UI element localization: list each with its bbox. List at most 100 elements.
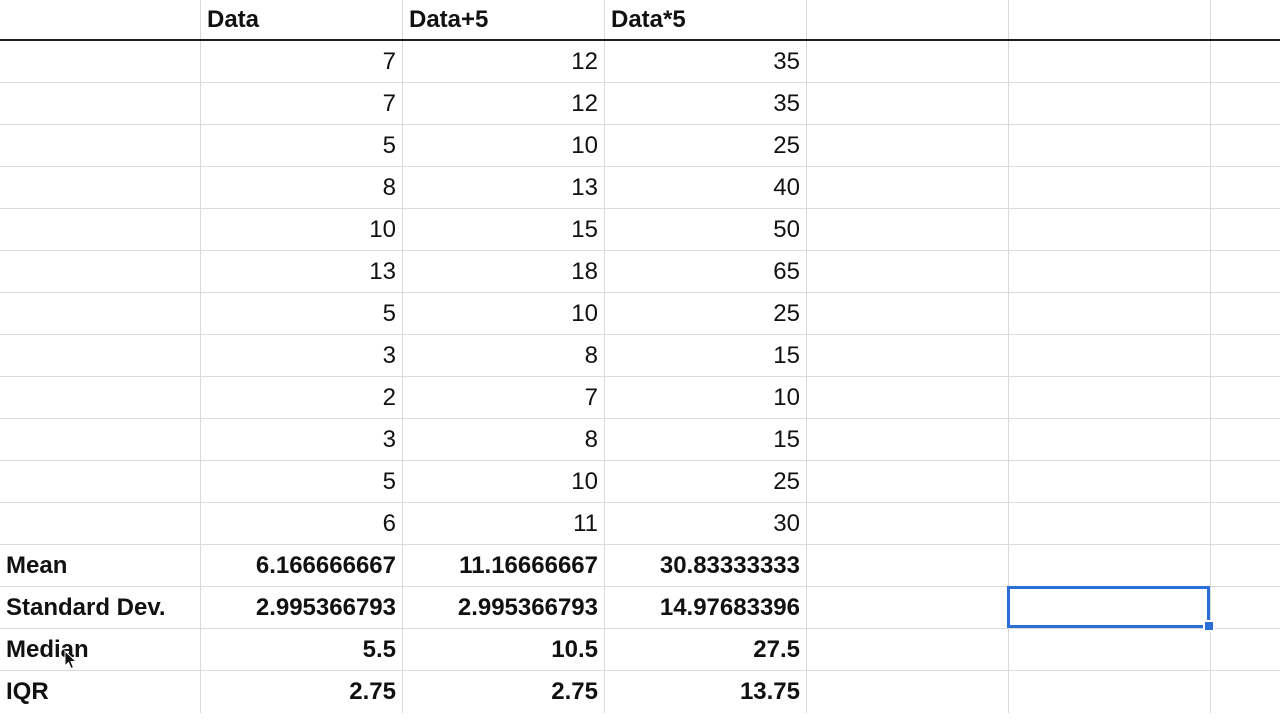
row-label-cell[interactable] [0,83,201,124]
stat-value-data[interactable]: 5.5 [201,629,403,670]
data-cell[interactable]: 7 [201,83,403,124]
data-times-5-cell[interactable]: 15 [605,419,807,460]
row-label-cell[interactable] [0,251,201,292]
empty-cell[interactable] [1211,461,1280,502]
header-cell-data-plus-5[interactable]: Data+5 [403,0,605,39]
empty-cell[interactable] [1211,209,1280,250]
empty-cell[interactable] [1009,335,1211,376]
selected-cell[interactable] [1009,587,1211,628]
empty-cell[interactable] [807,461,1009,502]
empty-cell[interactable] [807,83,1009,124]
data-cell[interactable]: 5 [201,293,403,334]
empty-cell[interactable] [807,251,1009,292]
stat-value-data[interactable]: 6.166666667 [201,545,403,586]
empty-cell[interactable] [1009,83,1211,124]
stat-value-data[interactable]: 2.75 [201,671,403,713]
empty-cell[interactable] [1009,293,1211,334]
data-plus-5-cell[interactable]: 15 [403,209,605,250]
empty-cell[interactable] [807,419,1009,460]
data-times-5-cell[interactable]: 50 [605,209,807,250]
row-label-cell[interactable] [0,503,201,544]
data-times-5-cell[interactable]: 25 [605,293,807,334]
data-times-5-cell[interactable]: 15 [605,335,807,376]
data-plus-5-cell[interactable]: 8 [403,419,605,460]
empty-cell[interactable] [1211,671,1280,713]
stat-label-mean[interactable]: Mean [0,545,201,586]
data-cell[interactable]: 3 [201,335,403,376]
row-label-cell[interactable] [0,209,201,250]
data-cell[interactable]: 13 [201,251,403,292]
empty-cell[interactable] [1211,419,1280,460]
empty-cell[interactable] [1211,251,1280,292]
empty-cell[interactable] [807,335,1009,376]
empty-cell[interactable] [1211,587,1280,628]
empty-cell[interactable] [807,167,1009,208]
empty-cell[interactable] [1009,377,1211,418]
data-times-5-cell[interactable]: 25 [605,125,807,166]
header-cell-data-times-5[interactable]: Data*5 [605,0,807,39]
empty-cell[interactable] [1009,419,1211,460]
data-times-5-cell[interactable]: 35 [605,41,807,82]
data-plus-5-cell[interactable]: 10 [403,461,605,502]
data-cell[interactable]: 5 [201,461,403,502]
fill-handle[interactable] [1203,620,1215,632]
empty-cell[interactable] [807,125,1009,166]
data-plus-5-cell[interactable]: 11 [403,503,605,544]
empty-cell[interactable] [1211,83,1280,124]
row-label-cell[interactable] [0,41,201,82]
empty-cell[interactable] [807,41,1009,82]
empty-cell[interactable] [1211,41,1280,82]
data-plus-5-cell[interactable]: 10 [403,293,605,334]
row-label-cell[interactable] [0,293,201,334]
empty-cell[interactable] [1211,545,1280,586]
empty-cell[interactable] [1009,545,1211,586]
stat-value-data-plus-5[interactable]: 11.16666667 [403,545,605,586]
stat-value-data-times-5[interactable]: 30.83333333 [605,545,807,586]
header-cell-a[interactable] [0,0,201,39]
data-times-5-cell[interactable]: 10 [605,377,807,418]
empty-cell[interactable] [1009,41,1211,82]
row-label-cell[interactable] [0,167,201,208]
empty-cell[interactable] [1009,461,1211,502]
empty-cell[interactable] [807,503,1009,544]
empty-cell[interactable] [1211,167,1280,208]
data-times-5-cell[interactable]: 35 [605,83,807,124]
empty-cell[interactable] [1211,293,1280,334]
empty-cell[interactable] [1009,167,1211,208]
empty-cell[interactable] [1009,251,1211,292]
empty-cell[interactable] [1211,503,1280,544]
stat-value-data-times-5[interactable]: 27.5 [605,629,807,670]
empty-cell[interactable] [1211,629,1280,670]
stat-label-standard-dev[interactable]: Standard Dev. [0,587,201,628]
empty-cell[interactable] [1009,209,1211,250]
header-cell-f[interactable] [1009,0,1211,39]
data-plus-5-cell[interactable]: 12 [403,41,605,82]
empty-cell[interactable] [807,545,1009,586]
row-label-cell[interactable] [0,461,201,502]
data-times-5-cell[interactable]: 40 [605,167,807,208]
data-times-5-cell[interactable]: 25 [605,461,807,502]
stat-value-data-times-5[interactable]: 14.97683396 [605,587,807,628]
stat-value-data-plus-5[interactable]: 2.75 [403,671,605,713]
row-label-cell[interactable] [0,335,201,376]
data-cell[interactable]: 10 [201,209,403,250]
empty-cell[interactable] [807,293,1009,334]
empty-cell[interactable] [1211,125,1280,166]
data-plus-5-cell[interactable]: 7 [403,377,605,418]
stat-value-data-plus-5[interactable]: 2.995366793 [403,587,605,628]
header-cell-e[interactable] [807,0,1009,39]
stat-value-data-plus-5[interactable]: 10.5 [403,629,605,670]
data-cell[interactable]: 6 [201,503,403,544]
data-plus-5-cell[interactable]: 18 [403,251,605,292]
empty-cell[interactable] [807,587,1009,628]
empty-cell[interactable] [807,209,1009,250]
empty-cell[interactable] [1009,125,1211,166]
empty-cell[interactable] [1211,335,1280,376]
row-label-cell[interactable] [0,377,201,418]
data-plus-5-cell[interactable]: 12 [403,83,605,124]
stat-value-data-times-5[interactable]: 13.75 [605,671,807,713]
data-cell[interactable]: 2 [201,377,403,418]
header-cell-data[interactable]: Data [201,0,403,39]
empty-cell[interactable] [1211,377,1280,418]
header-cell-g[interactable] [1211,0,1280,39]
